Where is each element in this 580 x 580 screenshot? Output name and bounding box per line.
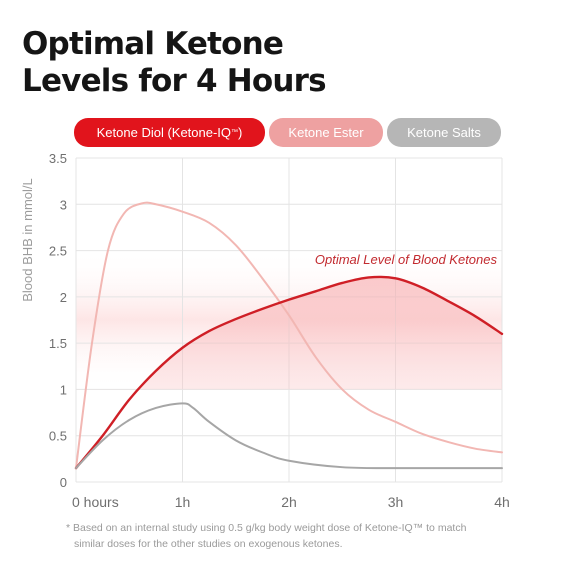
footnote-line-1: * Based on an internal study using 0.5 g…	[66, 522, 467, 534]
y-tick-label: 1.5	[49, 336, 67, 351]
legend-ketone-diol: Ketone Diol (Ketone-IQ ™)	[74, 118, 265, 147]
diol-optimal-area-fill	[138, 276, 502, 390]
y-axis-ticks: 0 0.5 1 1.5 2 2.5 3 3.5	[49, 151, 67, 490]
legend: Ketone Diol (Ketone-IQ ™) Ketone Ester Ke…	[74, 118, 514, 148]
x-tick-label: 1h	[175, 494, 191, 510]
y-tick-label: 1	[60, 382, 67, 397]
legend-ketone-salts: Ketone Salts	[387, 118, 501, 147]
line-chart: Optimal Level of Blood Ketones 0 0.5 1 1.5 2…	[20, 151, 510, 510]
y-axis-label: Blood BHB in mmol/L	[20, 178, 35, 302]
chart-title-line-2: Levels for 4 Hours	[22, 63, 327, 99]
x-tick-label: 4h	[494, 494, 510, 510]
series-line-ester	[75, 201, 503, 470]
footnote-line-2: similar doses for the other studies on e…	[74, 538, 343, 550]
x-axis-ticks: 0 hours 1h 2h 3h 4h	[72, 494, 510, 510]
series-lines	[74, 201, 504, 470]
y-tick-label: 2.5	[49, 244, 67, 259]
x-tick-label: 0 hours	[72, 494, 119, 510]
y-tick-label: 2	[60, 290, 67, 305]
x-tick-label: 2h	[281, 494, 297, 510]
chart-title: Optimal Ketone Levels for 4 Hours	[22, 26, 542, 100]
x-tick-label: 3h	[388, 494, 404, 510]
trademark-mark: ™	[231, 129, 239, 136]
chart-title-line-1: Optimal Ketone	[22, 26, 284, 62]
y-tick-label: 0	[60, 475, 67, 490]
y-tick-label: 0.5	[49, 429, 67, 444]
series-line-salts	[75, 402, 503, 470]
legend-ketone-ester: Ketone Ester	[269, 118, 383, 147]
y-tick-label: 3.5	[49, 151, 67, 166]
legend-ketone-diol-close: )	[238, 125, 243, 140]
footnote: * Based on an internal study using 0.5 g…	[66, 520, 546, 552]
legend-ketone-diol-label: Ketone Diol (Ketone-IQ	[96, 125, 232, 140]
y-tick-label: 3	[60, 197, 67, 212]
optimal-level-annotation: Optimal Level of Blood Ketones	[315, 252, 498, 267]
series-line-diol	[74, 275, 504, 470]
